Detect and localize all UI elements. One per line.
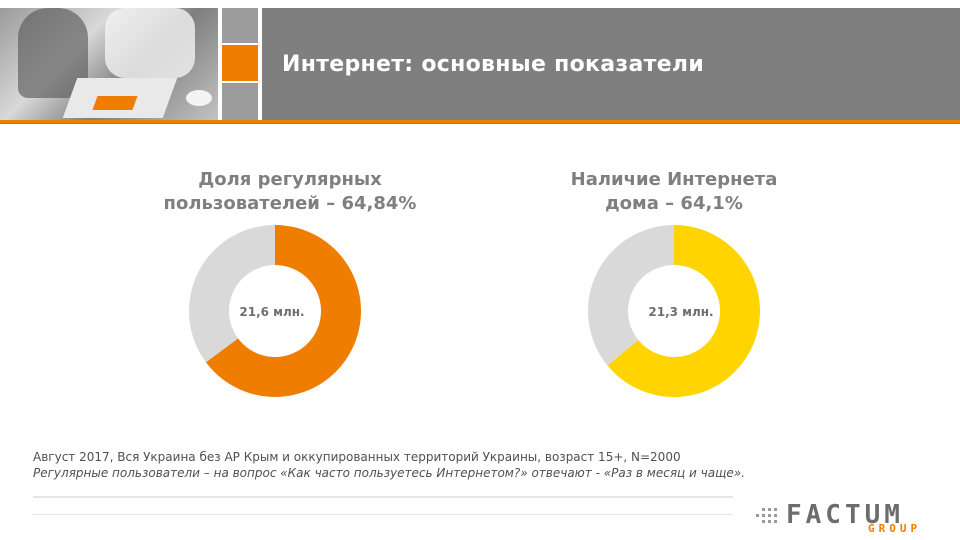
chart-title-line: пользователей – 64,84% bbox=[163, 193, 417, 214]
donut-slice-remainder bbox=[588, 225, 674, 366]
header-rule bbox=[0, 123, 960, 124]
factum-logo: FACTUM GROUP bbox=[756, 500, 946, 536]
chart-title-regular-users: Доля регулярных пользователей – 64,84% bbox=[140, 168, 440, 216]
footnote-definition: Регулярные пользователи – на вопрос «Как… bbox=[33, 466, 745, 480]
footnote-sample: Август 2017, Вся Украина без АР Крым и о… bbox=[33, 450, 681, 464]
header-rule bbox=[0, 120, 960, 123]
logo-wordmark: FACTUM bbox=[786, 500, 904, 530]
header-decor-block bbox=[222, 83, 258, 122]
header: Интернет: основные показатели bbox=[0, 0, 960, 124]
center-label: 21,3 млн. bbox=[648, 305, 713, 319]
chart-title-line: Наличие Интернета bbox=[570, 169, 778, 190]
title-bar: Интернет: основные показатели bbox=[262, 8, 960, 122]
header-photo bbox=[0, 8, 218, 122]
chart-title-line: Доля регулярных bbox=[198, 169, 382, 190]
logo-dots-icon bbox=[756, 506, 782, 526]
page-title: Интернет: основные показатели bbox=[282, 52, 705, 77]
donut-slice-value bbox=[607, 225, 760, 398]
center-label: 21,6 млн. bbox=[239, 305, 304, 319]
chart-title-home-internet: Наличие Интернета дома – 64,1% bbox=[524, 168, 824, 216]
chart-title-line: дома – 64,1% bbox=[605, 193, 743, 214]
donut-chart-regular-users: 21,6 млн. bbox=[189, 225, 361, 397]
header-decor-block bbox=[222, 8, 258, 43]
donut-slice-value bbox=[205, 225, 361, 397]
logo-subtitle: GROUP bbox=[868, 522, 922, 535]
donut-chart-home-internet: 21,3 млн. bbox=[588, 225, 760, 398]
footer-rule bbox=[33, 514, 733, 515]
donut-slice-remainder bbox=[189, 225, 275, 363]
footer-rule bbox=[33, 496, 733, 498]
header-accent-square bbox=[222, 45, 258, 81]
